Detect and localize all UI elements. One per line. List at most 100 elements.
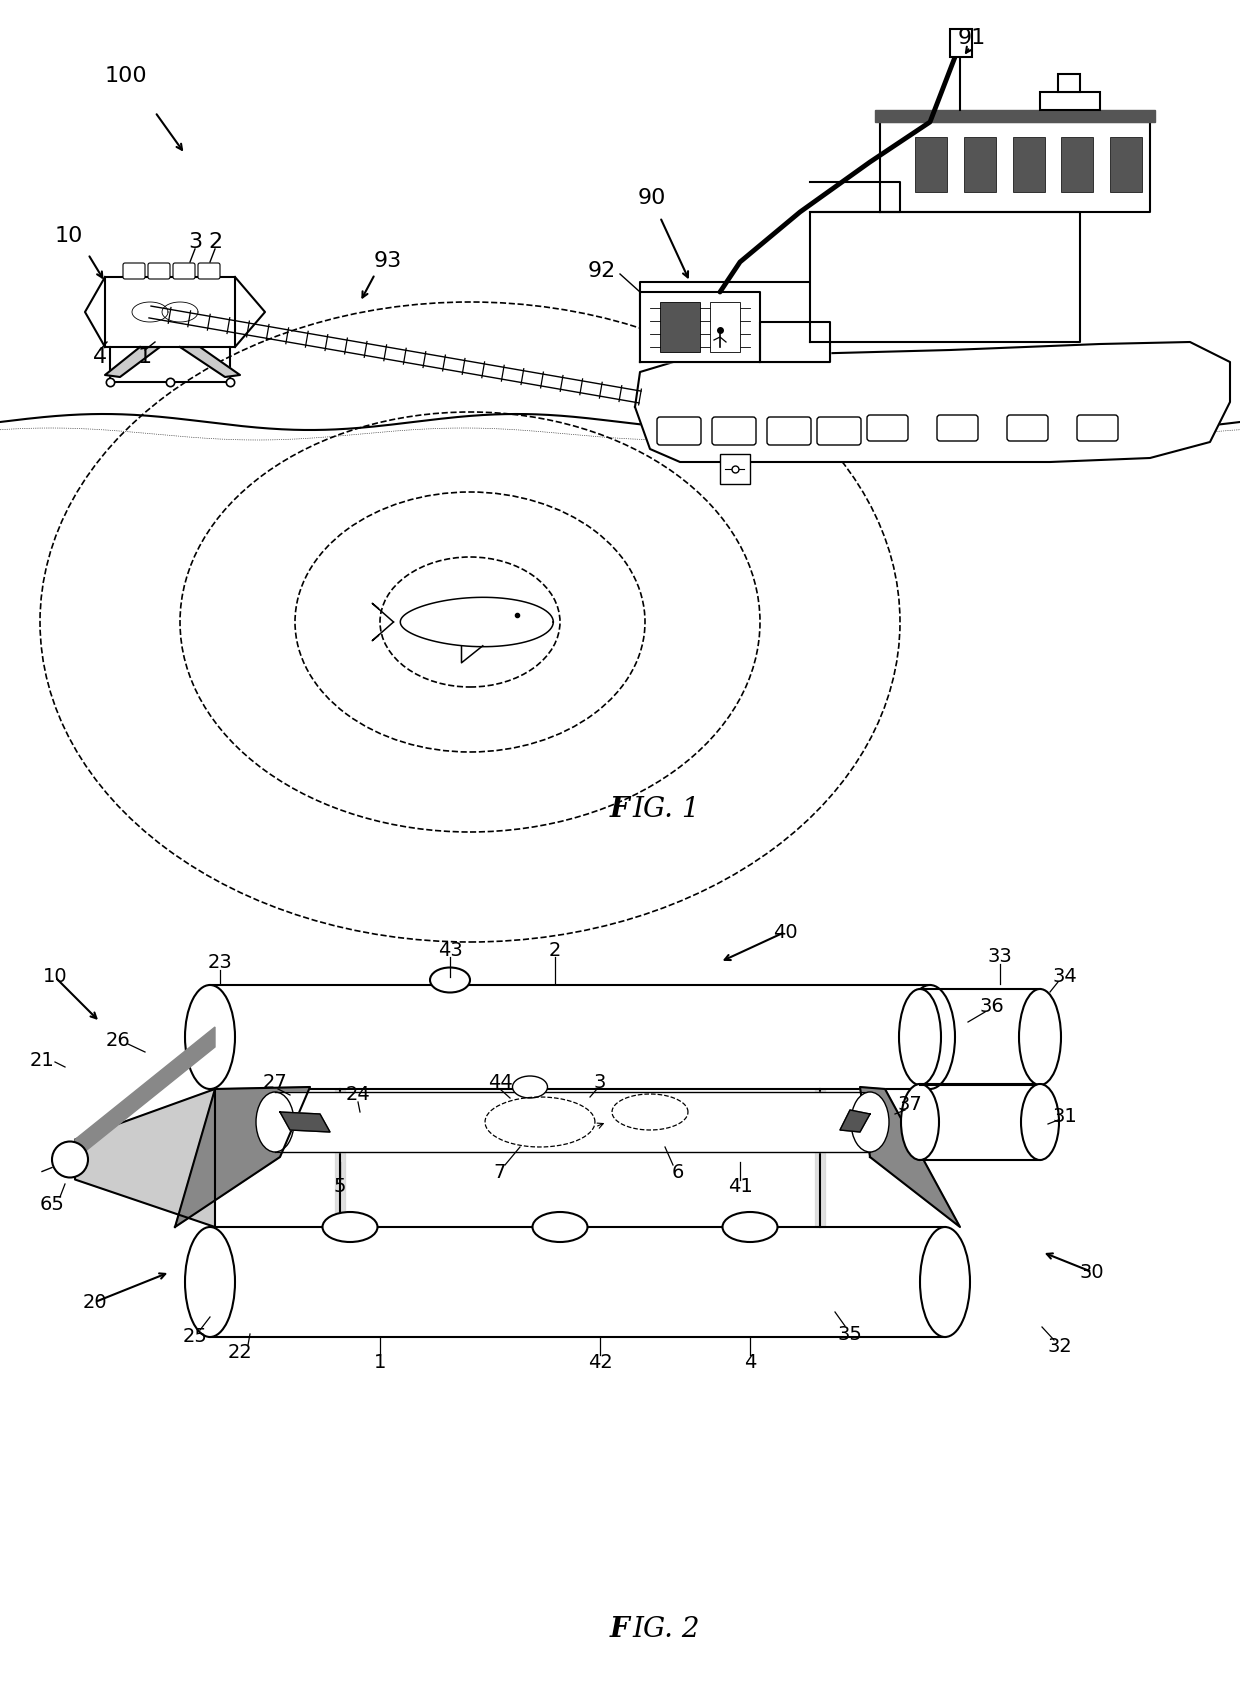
Text: 40: 40 — [773, 922, 797, 941]
Ellipse shape — [899, 989, 941, 1084]
Polygon shape — [875, 111, 1154, 123]
FancyBboxPatch shape — [768, 417, 811, 444]
Polygon shape — [880, 123, 1149, 213]
Ellipse shape — [430, 967, 470, 992]
Text: 35: 35 — [837, 1324, 863, 1343]
Text: 34: 34 — [1053, 967, 1078, 987]
Text: 10: 10 — [42, 967, 67, 987]
Bar — [660, 301, 701, 352]
Polygon shape — [105, 277, 236, 347]
FancyBboxPatch shape — [712, 417, 756, 444]
Text: 6: 6 — [672, 1162, 684, 1181]
Ellipse shape — [532, 1212, 588, 1242]
Bar — [963, 136, 996, 192]
Polygon shape — [236, 277, 265, 347]
Text: 1: 1 — [373, 1353, 386, 1372]
Text: 93: 93 — [374, 250, 402, 271]
Bar — [950, 29, 972, 56]
Bar — [1110, 136, 1142, 192]
Text: 22: 22 — [228, 1343, 253, 1362]
Text: F: F — [610, 797, 630, 824]
FancyBboxPatch shape — [174, 264, 195, 279]
Polygon shape — [105, 347, 160, 378]
Ellipse shape — [1019, 989, 1061, 1084]
Text: 21: 21 — [30, 1050, 55, 1069]
Bar — [720, 454, 750, 483]
FancyBboxPatch shape — [657, 417, 701, 444]
FancyBboxPatch shape — [817, 417, 861, 444]
Polygon shape — [920, 989, 1040, 1084]
Text: 41: 41 — [728, 1178, 753, 1197]
Bar — [711, 301, 740, 352]
Text: 100: 100 — [105, 66, 148, 87]
Polygon shape — [810, 182, 900, 213]
Ellipse shape — [255, 1093, 294, 1152]
FancyBboxPatch shape — [1078, 415, 1118, 441]
Text: 20: 20 — [83, 1292, 108, 1312]
FancyBboxPatch shape — [937, 415, 978, 441]
Ellipse shape — [723, 1212, 777, 1242]
Text: 3: 3 — [188, 231, 202, 252]
Text: 24: 24 — [346, 1084, 371, 1103]
Polygon shape — [280, 1111, 330, 1132]
Text: 37: 37 — [898, 1094, 923, 1113]
Text: 25: 25 — [182, 1328, 207, 1346]
FancyBboxPatch shape — [867, 415, 908, 441]
Text: 43: 43 — [438, 941, 463, 960]
Polygon shape — [810, 213, 1080, 342]
Polygon shape — [861, 1088, 960, 1227]
Polygon shape — [210, 1227, 945, 1338]
Polygon shape — [640, 283, 830, 363]
Text: 5: 5 — [334, 1178, 346, 1197]
FancyBboxPatch shape — [1007, 415, 1048, 441]
Text: IG. 2: IG. 2 — [632, 1615, 699, 1642]
Polygon shape — [815, 1089, 825, 1227]
Text: 4: 4 — [744, 1353, 756, 1372]
Circle shape — [52, 1142, 88, 1178]
Bar — [1040, 92, 1100, 111]
Text: 92: 92 — [588, 260, 616, 281]
Ellipse shape — [185, 1227, 236, 1338]
Polygon shape — [920, 1084, 1040, 1161]
Polygon shape — [640, 293, 760, 363]
Text: 26: 26 — [105, 1030, 130, 1050]
Text: 32: 32 — [1048, 1338, 1073, 1356]
Ellipse shape — [512, 1076, 548, 1098]
Text: 44: 44 — [487, 1072, 512, 1091]
Ellipse shape — [1021, 1084, 1059, 1161]
Text: 2: 2 — [208, 231, 222, 252]
Polygon shape — [210, 985, 930, 1089]
Ellipse shape — [905, 985, 955, 1089]
FancyBboxPatch shape — [148, 264, 170, 279]
Ellipse shape — [851, 1093, 889, 1152]
Text: 7: 7 — [494, 1162, 506, 1181]
Polygon shape — [175, 1088, 310, 1227]
FancyBboxPatch shape — [123, 264, 145, 279]
Polygon shape — [275, 1093, 870, 1152]
Text: 65: 65 — [40, 1195, 64, 1214]
Ellipse shape — [185, 985, 236, 1089]
Text: 2: 2 — [549, 941, 562, 960]
Text: 1: 1 — [138, 347, 153, 368]
Polygon shape — [74, 1089, 215, 1227]
Bar — [915, 136, 947, 192]
Text: 36: 36 — [980, 997, 1004, 1016]
Polygon shape — [74, 1026, 215, 1159]
Text: 42: 42 — [588, 1353, 613, 1372]
Polygon shape — [839, 1110, 870, 1132]
Text: 90: 90 — [639, 187, 666, 208]
Polygon shape — [401, 597, 553, 647]
Bar — [1013, 136, 1044, 192]
Text: 91: 91 — [959, 27, 986, 48]
Text: 33: 33 — [987, 948, 1012, 967]
Text: 3: 3 — [594, 1072, 606, 1091]
Ellipse shape — [901, 1084, 939, 1161]
Text: F: F — [610, 1615, 630, 1642]
Text: IG. 1: IG. 1 — [632, 797, 699, 824]
Text: 10: 10 — [55, 226, 83, 247]
Polygon shape — [180, 347, 241, 378]
Bar — [1058, 73, 1080, 92]
Text: 23: 23 — [207, 953, 232, 972]
Text: 30: 30 — [1080, 1263, 1105, 1282]
Polygon shape — [635, 342, 1230, 461]
